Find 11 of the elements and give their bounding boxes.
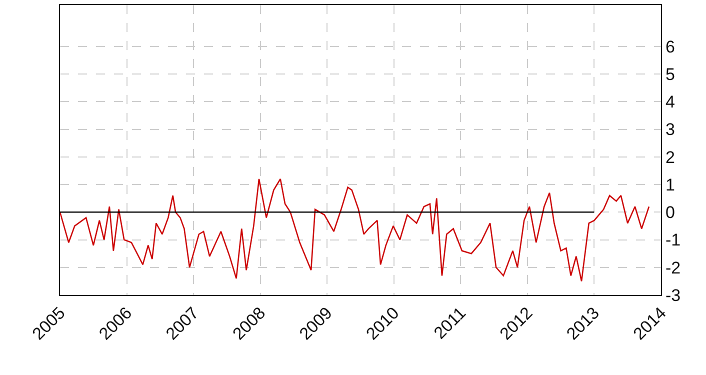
y-tick-label: 6 (666, 37, 675, 56)
y-tick-label: 2 (666, 148, 675, 167)
y-tick-label: 1 (666, 175, 675, 194)
y-tick-label: 3 (666, 120, 675, 140)
y-tick-label: -3 (666, 286, 681, 305)
y-tick-label: 4 (666, 92, 675, 112)
y-tick-label: 5 (666, 65, 675, 84)
line-series (60, 178, 650, 282)
y-tick-label: 0 (666, 203, 675, 222)
y-tick-label: -2 (666, 258, 681, 278)
y-tick-label: -1 (666, 230, 681, 250)
